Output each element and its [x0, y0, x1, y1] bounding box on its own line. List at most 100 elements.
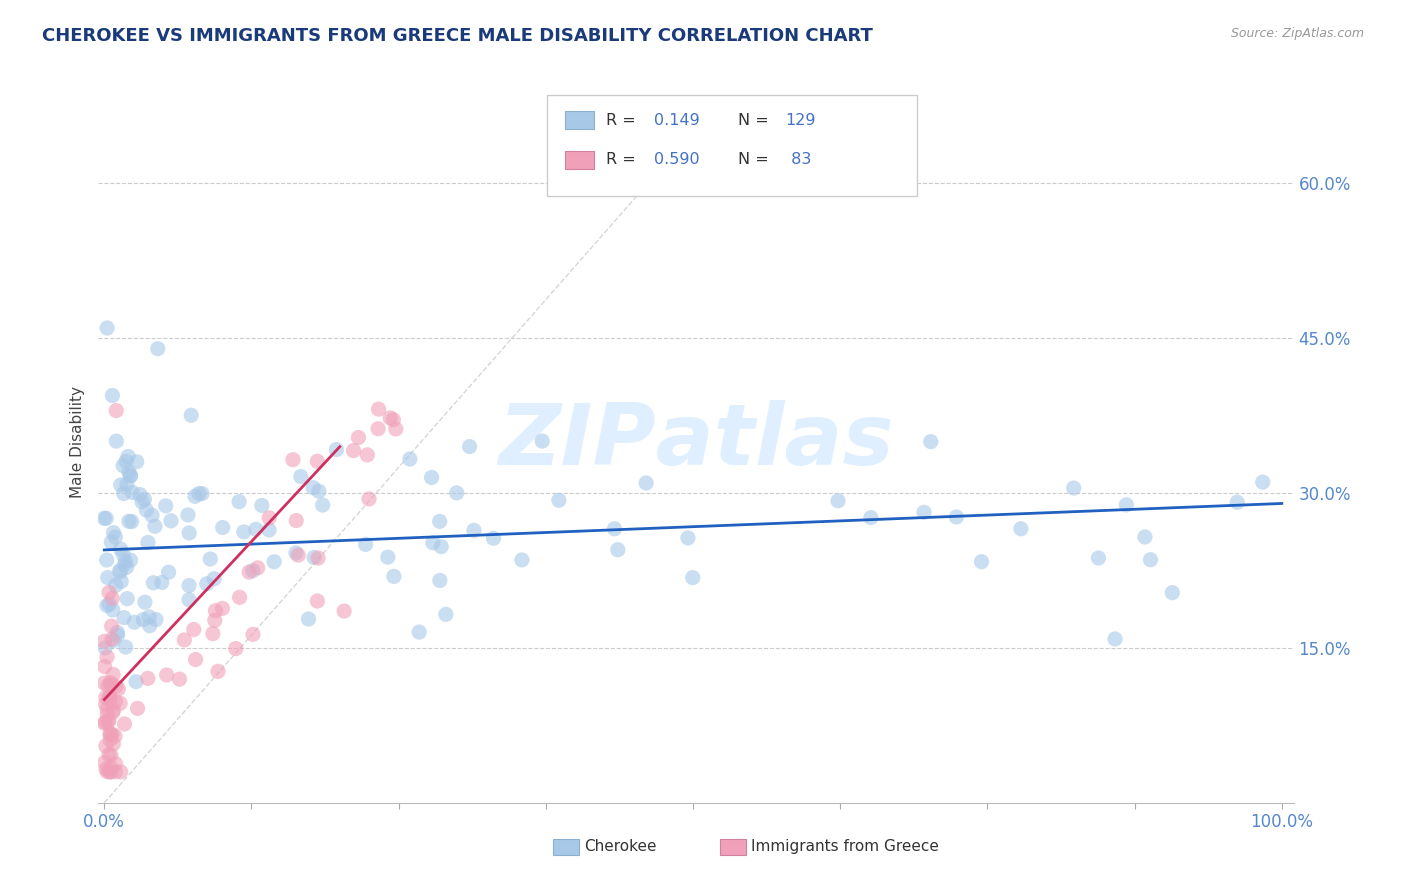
Point	[103, 703, 125, 717]
Point	[606, 542, 628, 557]
Point	[115, 477, 138, 491]
Point	[263, 555, 285, 569]
Point	[201, 626, 224, 640]
Point	[135, 503, 157, 517]
Point	[110, 542, 132, 557]
Point	[1115, 498, 1137, 512]
Point	[434, 607, 457, 622]
Point	[177, 508, 200, 522]
Point	[333, 604, 356, 618]
Point	[367, 402, 389, 417]
Point	[354, 537, 377, 551]
Point	[246, 561, 269, 575]
Point	[96, 764, 118, 779]
Text: CHEROKEE VS IMMIGRANTS FROM GREECE MALE DISABILITY CORRELATION CHART: CHEROKEE VS IMMIGRANTS FROM GREECE MALE …	[42, 27, 873, 45]
Point	[103, 525, 125, 540]
Point	[104, 694, 127, 708]
Point	[94, 715, 117, 730]
Point	[96, 707, 118, 722]
Point	[104, 578, 127, 592]
Point	[97, 747, 120, 762]
Point	[378, 410, 401, 425]
Point	[118, 514, 141, 528]
Point	[859, 510, 882, 524]
Point	[184, 489, 207, 503]
Point	[134, 595, 156, 609]
Point	[195, 576, 218, 591]
Point	[382, 569, 405, 583]
Point	[100, 619, 122, 633]
Point	[204, 604, 226, 618]
Point	[257, 510, 280, 524]
Point	[98, 585, 121, 599]
Point	[446, 486, 468, 500]
Point	[183, 623, 205, 637]
Point	[430, 540, 453, 554]
Point	[228, 591, 250, 605]
Point	[97, 570, 120, 584]
Point	[124, 615, 146, 630]
Point	[108, 696, 131, 710]
Point	[108, 564, 131, 578]
Point	[179, 525, 201, 540]
Point	[97, 714, 120, 728]
Text: 83: 83	[786, 153, 811, 168]
FancyBboxPatch shape	[553, 838, 579, 855]
Point	[257, 523, 280, 537]
Point	[121, 515, 143, 529]
Text: N =: N =	[738, 153, 773, 168]
Point	[98, 597, 121, 611]
Point	[284, 546, 307, 560]
Point	[912, 505, 935, 519]
Text: N =: N =	[738, 112, 773, 128]
Point	[377, 550, 399, 565]
Point	[1063, 481, 1085, 495]
Point	[204, 613, 226, 627]
Point	[1226, 495, 1249, 509]
Point	[101, 632, 124, 647]
Point	[510, 553, 533, 567]
Point	[96, 553, 118, 567]
Point	[307, 454, 329, 468]
Point	[97, 715, 120, 730]
Point	[970, 555, 993, 569]
Point	[103, 737, 125, 751]
Point	[1104, 632, 1126, 646]
Point	[114, 557, 136, 571]
Point	[100, 535, 122, 549]
Point	[302, 481, 325, 495]
Point	[285, 514, 308, 528]
Point	[312, 498, 335, 512]
Text: 129: 129	[786, 112, 815, 128]
Point	[200, 552, 222, 566]
Point	[458, 440, 481, 454]
Point	[138, 618, 160, 632]
Point	[98, 732, 121, 747]
Point	[367, 422, 389, 436]
Point	[107, 681, 129, 696]
Point	[225, 641, 247, 656]
Point	[136, 535, 159, 549]
Text: Immigrants from Greece: Immigrants from Greece	[751, 838, 939, 854]
Point	[101, 727, 124, 741]
Point	[112, 458, 135, 473]
Point	[180, 409, 202, 423]
Point	[100, 760, 122, 774]
Point	[307, 551, 329, 566]
Point	[94, 690, 117, 705]
Point	[125, 455, 148, 469]
Point	[160, 514, 183, 528]
Point	[169, 672, 191, 686]
Point	[242, 627, 264, 641]
Point	[101, 706, 124, 720]
Point	[420, 470, 443, 484]
Point	[347, 430, 370, 444]
Text: Cherokee: Cherokee	[583, 838, 657, 854]
Point	[157, 566, 180, 580]
Point	[98, 690, 121, 704]
Point	[202, 572, 225, 586]
Point	[603, 522, 626, 536]
Point	[112, 486, 135, 500]
Point	[184, 652, 207, 666]
Point	[290, 469, 312, 483]
